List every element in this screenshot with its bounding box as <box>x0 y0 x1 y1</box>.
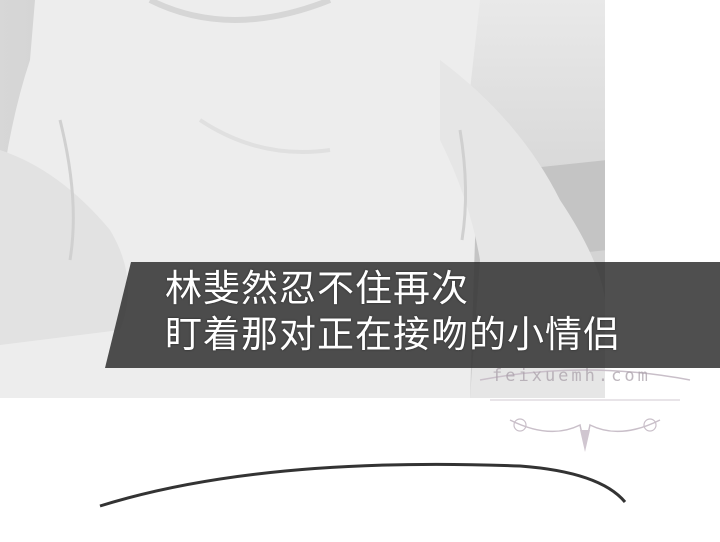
caption-text: 林斐然忍不住再次 盯着那对正在接吻的小情侣 <box>165 266 705 358</box>
watermark-ornament <box>479 369 691 452</box>
caption-band <box>105 262 720 368</box>
caption-line-2: 盯着那对正在接吻的小情侣 <box>165 313 621 356</box>
watermark-text: feixuemh.com <box>492 366 651 386</box>
speech-bubble-outline <box>99 462 627 508</box>
caption-line-1: 林斐然忍不住再次 <box>165 267 469 310</box>
